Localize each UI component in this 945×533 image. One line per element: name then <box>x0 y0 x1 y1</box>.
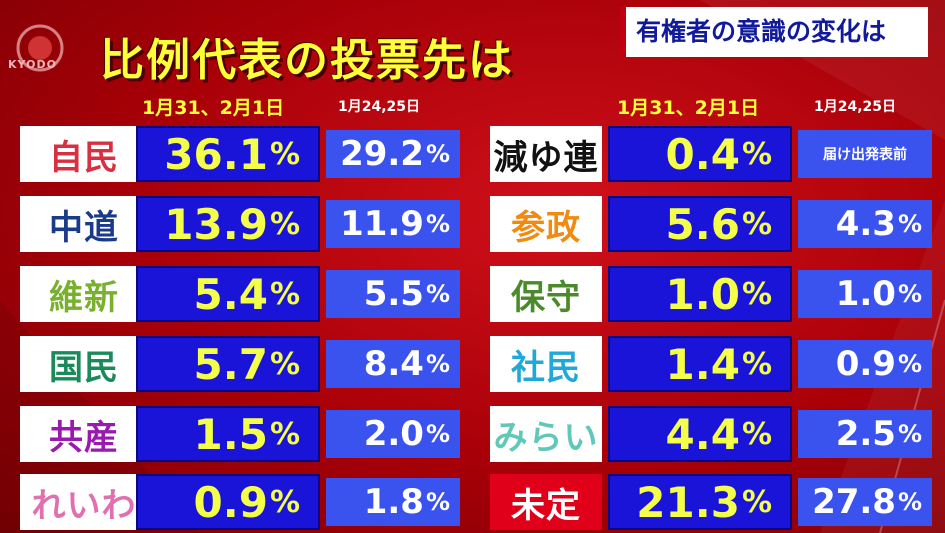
left-current-header: 1月31、2月1日 <box>142 97 285 119</box>
left-previous-value-2: 5.5% <box>326 270 460 318</box>
left-party-0: 自民 <box>20 126 148 182</box>
left-party-2: 維新 <box>20 266 148 322</box>
percent-sign: % <box>897 488 922 516</box>
left-previous-value-0: 29.2% <box>326 130 460 178</box>
left-previous-value-1: 11.9% <box>326 200 460 248</box>
right-previous-value-1: 4.3% <box>798 200 932 248</box>
percent-sign: % <box>897 350 922 378</box>
left-current-value-4: 1.5% <box>136 406 320 462</box>
left-party-1: 中道 <box>20 196 148 252</box>
value-number: 1.0 <box>665 269 740 319</box>
right-party-2: 保守 <box>490 266 602 322</box>
left-previous-header: 1月24,25日 <box>338 99 421 115</box>
right-previous-note-0: 届け出発表前 <box>798 130 932 178</box>
value-number: 0.4 <box>665 129 740 179</box>
left-current-value-1: 13.9% <box>136 196 320 252</box>
right-current-value-2: 1.0% <box>608 266 792 322</box>
left-current-value-0: 36.1% <box>136 126 320 182</box>
right-previous-value-3: 0.9% <box>798 340 932 388</box>
right-previous-value-5: 27.8% <box>798 478 932 526</box>
left-current-value-3: 5.7% <box>136 336 320 392</box>
left-previous-value-5: 1.8% <box>326 478 460 526</box>
left-previous-value-4: 2.0% <box>326 410 460 458</box>
value-number: 5.6 <box>665 199 740 249</box>
value-number: 8.4 <box>363 344 424 384</box>
percent-sign: % <box>741 206 772 242</box>
value-number: 5.5 <box>363 274 424 314</box>
value-number: 1.0 <box>835 274 896 314</box>
left-previous-value-3: 8.4% <box>326 340 460 388</box>
left-party-4: 共産 <box>20 406 148 462</box>
right-party-3: 社民 <box>490 336 602 392</box>
left-party-5: れいわ <box>20 474 148 530</box>
percent-sign: % <box>269 206 300 242</box>
value-number: 29.2 <box>340 134 424 174</box>
value-number: 5.4 <box>193 269 268 319</box>
left-current-value-5: 0.9% <box>136 474 320 530</box>
percent-sign: % <box>425 140 450 168</box>
percent-sign: % <box>425 350 450 378</box>
right-previous-header: 1月24,25日 <box>814 99 897 115</box>
right-current-value-3: 1.4% <box>608 336 792 392</box>
subtitle-banner: 有権者の意識の変化は <box>620 7 928 57</box>
percent-sign: % <box>425 280 450 308</box>
percent-sign: % <box>269 416 300 452</box>
percent-sign: % <box>269 346 300 382</box>
page-title: 比例代表の投票先は <box>100 35 514 86</box>
percent-sign: % <box>269 484 300 520</box>
right-party-5: 未定 <box>490 474 602 530</box>
right-current-value-5: 21.3% <box>608 474 792 530</box>
value-number: 2.5 <box>835 414 896 454</box>
percent-sign: % <box>269 276 300 312</box>
kyodo-logo-text: KYODO <box>8 58 57 71</box>
percent-sign: % <box>741 416 772 452</box>
value-number: 1.4 <box>665 339 740 389</box>
right-party-4: みらい <box>490 406 602 462</box>
value-number: 4.4 <box>665 409 740 459</box>
right-current-value-0: 0.4% <box>608 126 792 182</box>
percent-sign: % <box>741 276 772 312</box>
right-current-value-4: 4.4% <box>608 406 792 462</box>
left-party-3: 国民 <box>20 336 148 392</box>
percent-sign: % <box>897 420 922 448</box>
right-party-0: 減ゆ連 <box>490 126 602 182</box>
value-number: 36.1 <box>164 129 268 179</box>
value-number: 11.9 <box>340 204 424 244</box>
percent-sign: % <box>741 136 772 172</box>
left-current-value-2: 5.4% <box>136 266 320 322</box>
value-number: 21.3 <box>636 477 740 527</box>
percent-sign: % <box>897 210 922 238</box>
value-number: 1.8 <box>363 482 424 522</box>
percent-sign: % <box>269 136 300 172</box>
value-number: 2.0 <box>363 414 424 454</box>
value-number: 0.9 <box>193 477 268 527</box>
percent-sign: % <box>897 280 922 308</box>
value-number: 27.8 <box>812 482 896 522</box>
right-party-1: 参政 <box>490 196 602 252</box>
percent-sign: % <box>425 210 450 238</box>
value-number: 13.9 <box>164 199 268 249</box>
value-number: 1.5 <box>193 409 268 459</box>
percent-sign: % <box>425 420 450 448</box>
value-number: 5.7 <box>193 339 268 389</box>
percent-sign: % <box>741 484 772 520</box>
right-previous-value-4: 2.5% <box>798 410 932 458</box>
right-current-value-1: 5.6% <box>608 196 792 252</box>
kyodo-logo-icon <box>16 24 64 72</box>
value-number: 0.9 <box>835 344 896 384</box>
right-current-header: 1月31、2月1日 <box>617 97 760 119</box>
value-number: 4.3 <box>835 204 896 244</box>
percent-sign: % <box>741 346 772 382</box>
right-previous-value-2: 1.0% <box>798 270 932 318</box>
percent-sign: % <box>425 488 450 516</box>
